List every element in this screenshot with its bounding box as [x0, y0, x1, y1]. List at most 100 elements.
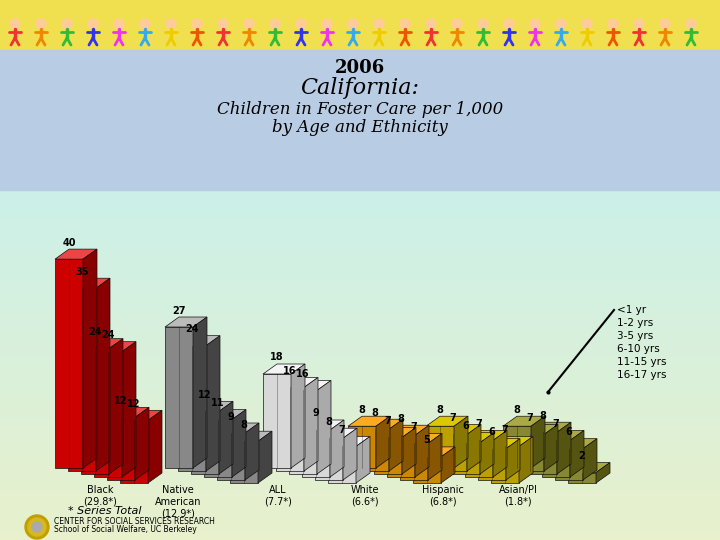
Circle shape [504, 19, 514, 29]
Polygon shape [122, 342, 136, 477]
Text: 7: 7 [449, 413, 456, 423]
Polygon shape [328, 436, 370, 447]
Polygon shape [374, 428, 416, 437]
Polygon shape [120, 410, 162, 420]
Polygon shape [503, 416, 545, 426]
Polygon shape [135, 407, 149, 480]
Text: 12: 12 [127, 399, 140, 409]
Polygon shape [506, 438, 520, 480]
Bar [0, 530, 720, 540]
Bar [0, 495, 720, 505]
Polygon shape [529, 422, 571, 432]
Circle shape [452, 19, 462, 29]
Bar [0, 329, 720, 339]
Circle shape [244, 19, 254, 29]
Text: 8: 8 [359, 404, 366, 415]
Circle shape [218, 19, 228, 29]
Polygon shape [387, 425, 429, 435]
Polygon shape [315, 438, 343, 480]
Polygon shape [516, 424, 558, 435]
Circle shape [582, 19, 592, 29]
Bar [0, 241, 720, 251]
Text: 16: 16 [283, 366, 297, 376]
Text: ALL
(7.7*): ALL (7.7*) [264, 485, 292, 507]
Text: 8: 8 [240, 420, 248, 430]
Polygon shape [465, 430, 507, 441]
Text: 8: 8 [325, 417, 333, 427]
Bar [0, 434, 720, 444]
Polygon shape [531, 416, 545, 468]
Text: 6: 6 [463, 421, 469, 431]
Polygon shape [107, 417, 135, 480]
Polygon shape [441, 447, 455, 483]
Polygon shape [544, 424, 558, 471]
Polygon shape [452, 443, 480, 474]
Polygon shape [343, 428, 357, 480]
Bar [0, 233, 720, 242]
Polygon shape [217, 433, 245, 480]
Circle shape [634, 19, 644, 29]
Bar [0, 259, 720, 269]
Polygon shape [348, 416, 390, 426]
Bar [0, 320, 720, 330]
Polygon shape [304, 377, 318, 471]
Text: 8: 8 [436, 404, 444, 415]
Text: 8: 8 [513, 404, 521, 415]
Polygon shape [426, 416, 468, 426]
Polygon shape [376, 416, 390, 468]
Polygon shape [232, 409, 246, 477]
Polygon shape [315, 428, 357, 438]
Polygon shape [387, 435, 415, 477]
Text: 24: 24 [102, 330, 114, 340]
Text: Children in Foster Care per 1,000: Children in Foster Care per 1,000 [217, 102, 503, 118]
Circle shape [10, 19, 20, 29]
Text: 40: 40 [62, 238, 76, 248]
Bar [0, 294, 720, 303]
Text: School of Social Welfare, UC Berkeley: School of Social Welfare, UC Berkeley [54, 525, 197, 535]
Polygon shape [596, 463, 610, 483]
Bar [0, 189, 720, 199]
Text: White
(6.6*): White (6.6*) [351, 485, 379, 507]
Polygon shape [204, 409, 246, 420]
Polygon shape [491, 447, 519, 483]
Polygon shape [516, 435, 544, 471]
Polygon shape [555, 438, 597, 449]
Text: 16: 16 [296, 369, 310, 379]
Polygon shape [328, 447, 356, 483]
Polygon shape [478, 449, 506, 480]
Polygon shape [519, 436, 533, 483]
Polygon shape [426, 426, 454, 468]
Polygon shape [230, 431, 272, 441]
Polygon shape [263, 374, 291, 468]
Text: 9: 9 [228, 411, 235, 422]
Polygon shape [439, 435, 467, 471]
Text: 3-5 yrs: 3-5 yrs [617, 331, 653, 341]
Bar [0, 426, 720, 435]
Bar [0, 276, 720, 286]
Circle shape [608, 19, 618, 29]
Circle shape [348, 19, 358, 29]
Circle shape [478, 19, 488, 29]
Polygon shape [317, 381, 331, 474]
Bar [0, 268, 720, 278]
Polygon shape [68, 288, 96, 471]
Text: 7: 7 [526, 413, 534, 423]
Text: Black
(29.8*): Black (29.8*) [83, 485, 117, 507]
Polygon shape [109, 339, 123, 474]
Bar [0, 381, 720, 391]
Polygon shape [204, 420, 232, 477]
Text: 7: 7 [410, 422, 418, 432]
Polygon shape [413, 457, 441, 483]
Bar [0, 478, 720, 488]
Polygon shape [165, 317, 207, 327]
Circle shape [374, 19, 384, 29]
Text: CENTER FOR SOCIAL SERVICES RESEARCH: CENTER FOR SOCIAL SERVICES RESEARCH [54, 517, 215, 526]
Bar [0, 338, 720, 348]
Polygon shape [83, 249, 97, 468]
Circle shape [114, 19, 124, 29]
Text: Hispanic
(6.8*): Hispanic (6.8*) [422, 485, 464, 507]
Bar [0, 312, 720, 321]
Text: 16-17 yrs: 16-17 yrs [617, 370, 667, 380]
Text: 1-2 yrs: 1-2 yrs [617, 318, 653, 328]
Polygon shape [503, 426, 531, 468]
